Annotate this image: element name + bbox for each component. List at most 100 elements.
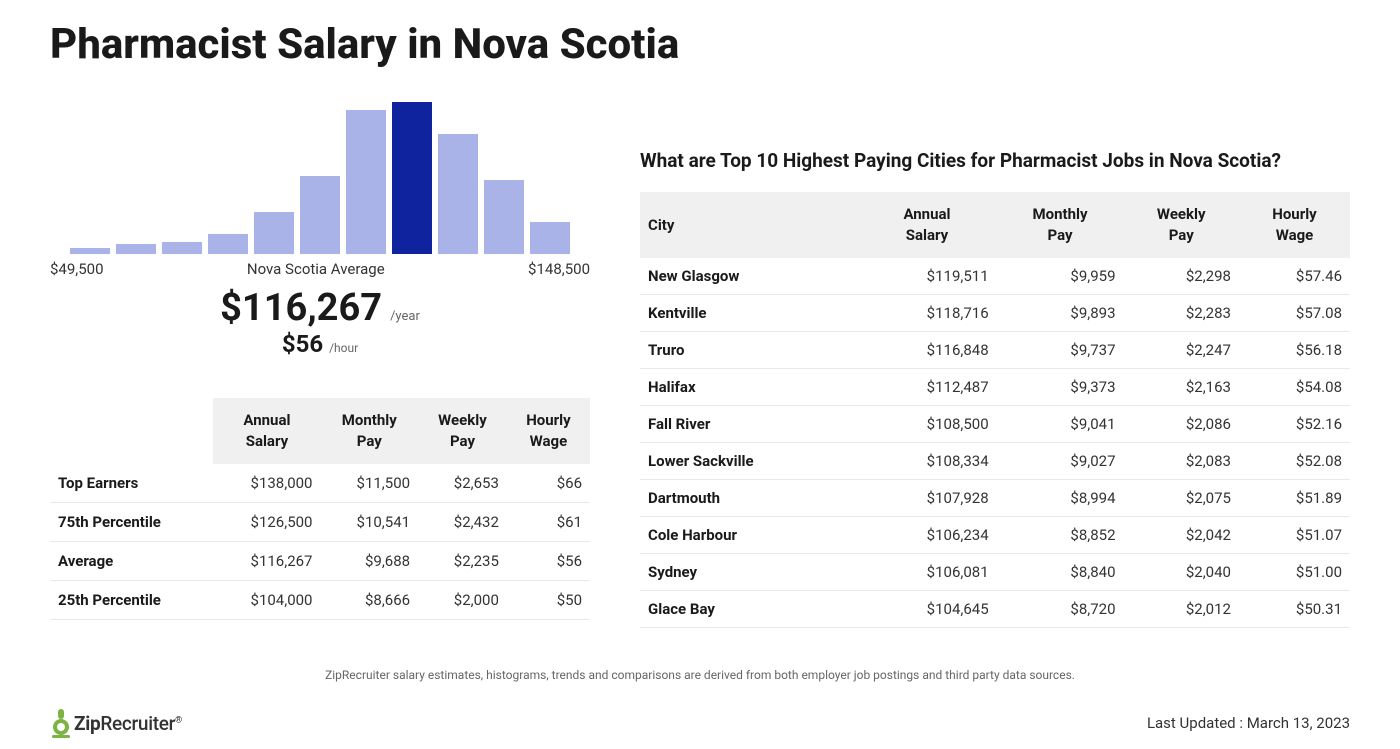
table-cell: 25th Percentile	[50, 581, 213, 620]
table-cell: $2,163	[1124, 369, 1239, 406]
left-column: $49,500 Nova Scotia Average $148,500 $11…	[50, 99, 590, 628]
table-row: Kentville$118,716$9,893$2,283$57.08	[640, 295, 1350, 332]
table-cell: Sydney	[640, 554, 857, 591]
table-cell: $118,716	[857, 295, 996, 332]
table-cell: Glace Bay	[640, 591, 857, 628]
avg-hour-value: $56	[282, 330, 323, 358]
table-header: MonthlyPay	[997, 192, 1124, 258]
table-cell: $51.00	[1239, 554, 1350, 591]
table-header: HourlyWage	[1239, 192, 1350, 258]
table-row: Halifax$112,487$9,373$2,163$54.08	[640, 369, 1350, 406]
table-cell: $10,541	[320, 503, 418, 542]
table-cell: $2,086	[1124, 406, 1239, 443]
histogram-bar	[392, 102, 432, 254]
table-cell: $2,298	[1124, 258, 1239, 295]
table-cell: $116,267	[213, 542, 320, 581]
table-cell: $2,235	[418, 542, 507, 581]
histogram-bar	[70, 248, 110, 254]
table-cell: Lower Sackville	[640, 443, 857, 480]
table-header: AnnualSalary	[857, 192, 996, 258]
table-header	[50, 398, 213, 464]
table-cell: $104,000	[213, 581, 320, 620]
page-title: Pharmacist Salary in Nova Scotia	[50, 20, 1350, 69]
histogram-bar	[162, 242, 202, 254]
histogram-min-label: $49,500	[50, 260, 104, 278]
table-cell: Top Earners	[50, 464, 213, 503]
table-row: 25th Percentile$104,000$8,666$2,000$50	[50, 581, 590, 620]
table-cell: $61	[507, 503, 590, 542]
histogram-bar	[438, 134, 478, 254]
table-cell: $108,334	[857, 443, 996, 480]
table-cell: $8,666	[320, 581, 418, 620]
table-cell: $8,840	[997, 554, 1124, 591]
avg-hour-suffix: /hour	[329, 341, 358, 355]
table-header: MonthlyPay	[320, 398, 418, 464]
table-row: Glace Bay$104,645$8,720$2,012$50.31	[640, 591, 1350, 628]
table-row: 75th Percentile$126,500$10,541$2,432$61	[50, 503, 590, 542]
table-cell: Average	[50, 542, 213, 581]
table-cell: $138,000	[213, 464, 320, 503]
table-cell: $104,645	[857, 591, 996, 628]
table-cell: $56.18	[1239, 332, 1350, 369]
table-row: Average$116,267$9,688$2,235$56	[50, 542, 590, 581]
table-cell: $2,247	[1124, 332, 1239, 369]
table-cell: Kentville	[640, 295, 857, 332]
histogram-center-label: Nova Scotia Average	[104, 260, 528, 278]
percentile-table: AnnualSalaryMonthlyPayWeeklyPayHourlyWag…	[50, 398, 590, 620]
table-cell: Truro	[640, 332, 857, 369]
table-row: New Glasgow$119,511$9,959$2,298$57.46	[640, 258, 1350, 295]
ziprecruiter-logo-mark	[50, 707, 72, 739]
table-row: Cole Harbour$106,234$8,852$2,042$51.07	[640, 517, 1350, 554]
table-cell: Halifax	[640, 369, 857, 406]
cities-section-title: What are Top 10 Highest Paying Cities fo…	[640, 149, 1350, 172]
table-cell: $116,848	[857, 332, 996, 369]
table-cell: $50.31	[1239, 591, 1350, 628]
table-header: AnnualSalary	[213, 398, 320, 464]
table-row: Sydney$106,081$8,840$2,040$51.00	[640, 554, 1350, 591]
table-header: HourlyWage	[507, 398, 590, 464]
table-cell: $2,042	[1124, 517, 1239, 554]
table-cell: $51.89	[1239, 480, 1350, 517]
last-updated: Last Updated : March 13, 2023	[1147, 714, 1350, 732]
table-row: Fall River$108,500$9,041$2,086$52.16	[640, 406, 1350, 443]
table-cell: $2,000	[418, 581, 507, 620]
avg-year-suffix: /year	[390, 309, 420, 324]
footer-note: ZipRecruiter salary estimates, histogram…	[50, 668, 1350, 682]
histogram-bar	[484, 180, 524, 254]
table-cell: $9,959	[997, 258, 1124, 295]
table-cell: $57.46	[1239, 258, 1350, 295]
histogram-bar	[208, 234, 248, 254]
salary-histogram: $49,500 Nova Scotia Average $148,500	[50, 99, 590, 278]
table-cell: $126,500	[213, 503, 320, 542]
table-cell: Cole Harbour	[640, 517, 857, 554]
table-cell: $8,852	[997, 517, 1124, 554]
table-cell: $2,075	[1124, 480, 1239, 517]
table-cell: $112,487	[857, 369, 996, 406]
table-cell: $106,234	[857, 517, 996, 554]
table-cell: $54.08	[1239, 369, 1350, 406]
table-cell: $9,027	[997, 443, 1124, 480]
histogram-bar	[530, 222, 570, 254]
table-row: Lower Sackville$108,334$9,027$2,083$52.0…	[640, 443, 1350, 480]
table-header: WeeklyPay	[418, 398, 507, 464]
histogram-bar	[346, 110, 386, 254]
table-cell: $52.08	[1239, 443, 1350, 480]
table-cell: Fall River	[640, 406, 857, 443]
table-cell: $106,081	[857, 554, 996, 591]
table-header: WeeklyPay	[1124, 192, 1239, 258]
table-cell: $9,688	[320, 542, 418, 581]
table-cell: $2,432	[418, 503, 507, 542]
table-cell: $2,283	[1124, 295, 1239, 332]
histogram-max-label: $148,500	[528, 260, 590, 278]
histogram-bar	[254, 212, 294, 254]
ziprecruiter-logo-text: ZipRecruiter®	[74, 712, 182, 735]
table-cell: $56	[507, 542, 590, 581]
table-cell: New Glasgow	[640, 258, 857, 295]
table-cell: $66	[507, 464, 590, 503]
table-cell: $2,012	[1124, 591, 1239, 628]
table-cell: $57.08	[1239, 295, 1350, 332]
table-cell: $9,893	[997, 295, 1124, 332]
right-column: What are Top 10 Highest Paying Cities fo…	[640, 99, 1350, 628]
histogram-bar	[300, 176, 340, 254]
table-cell: $9,373	[997, 369, 1124, 406]
